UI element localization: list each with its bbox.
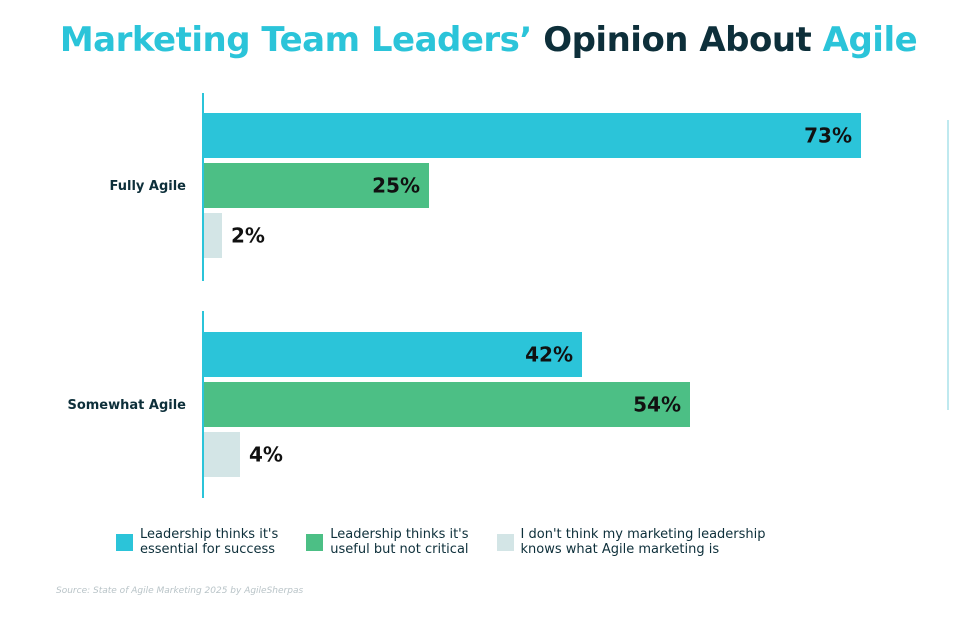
title-part-1: Marketing Team Leaders’ bbox=[59, 20, 533, 60]
data-label-fully-agile-series-2: 25% bbox=[372, 174, 420, 198]
legend-item-2: Leadership thinks it's useful but not cr… bbox=[306, 527, 469, 557]
chart-title: Marketing Team Leaders’ Opinion About Ag… bbox=[0, 20, 977, 60]
legend-item-1: Leadership thinks it's essential for suc… bbox=[116, 527, 278, 557]
bar-somewhat-agile-series-3 bbox=[204, 432, 240, 477]
data-label-somewhat-agile-series-2: 54% bbox=[633, 393, 681, 417]
legend-swatch-1 bbox=[116, 533, 133, 551]
legend-label-1: Leadership thinks it's essential for suc… bbox=[140, 527, 279, 557]
bar-fully-agile-series-2 bbox=[204, 163, 429, 208]
source-note: Source: State of Agile Marketing 2025 by… bbox=[56, 586, 304, 596]
legend-item-3: I don't think my marketing leadership kn… bbox=[496, 527, 766, 557]
category-label-fully-agile: Fully Agile bbox=[110, 179, 187, 194]
title-part-2: Opinion About bbox=[543, 20, 812, 60]
title-part-3: Agile bbox=[822, 20, 918, 60]
bar-fully-agile-series-3 bbox=[204, 213, 222, 258]
legend-label-2: Leadership thinks it's useful but not cr… bbox=[330, 527, 469, 557]
legend: Leadership thinks it's essential for suc… bbox=[116, 527, 766, 557]
data-label-somewhat-agile-series-3: 4% bbox=[249, 443, 283, 467]
data-label-fully-agile-series-1: 73% bbox=[804, 124, 852, 148]
bar-somewhat-agile-series-2 bbox=[204, 382, 690, 427]
legend-label-3: I don't think my marketing leadership kn… bbox=[520, 527, 766, 557]
bar-somewhat-agile-series-1 bbox=[204, 332, 582, 377]
data-label-fully-agile-series-3: 2% bbox=[231, 224, 265, 248]
category-label-somewhat-agile: Somewhat Agile bbox=[67, 398, 186, 413]
data-label-somewhat-agile-series-1: 42% bbox=[525, 343, 573, 367]
legend-swatch-3 bbox=[496, 533, 514, 551]
bar-fully-agile-series-1 bbox=[204, 113, 861, 158]
legend-swatch-2 bbox=[306, 533, 324, 551]
